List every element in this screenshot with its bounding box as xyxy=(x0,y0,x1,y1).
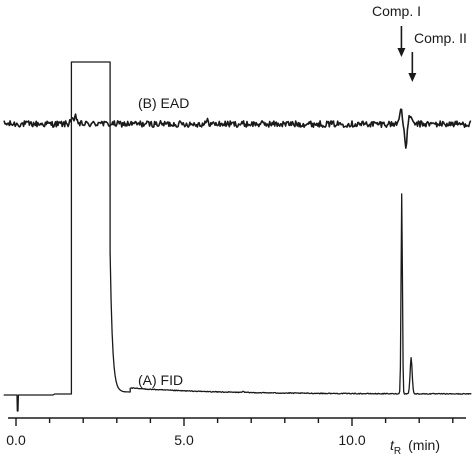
labels-group: (B) EAD (A) FID Comp. I Comp. II xyxy=(138,3,467,388)
traces-group xyxy=(3,61,472,412)
x-axis: 0.0 5.0 10.0 tR (min) xyxy=(6,417,466,457)
x-axis-subscript: R xyxy=(394,446,401,457)
x-axis-unit: (min) xyxy=(408,437,440,453)
fid-label: (A) FID xyxy=(138,372,183,388)
comp-ii-arrow-head xyxy=(408,73,417,82)
comp-i-label: Comp. I xyxy=(372,3,421,19)
comp-ii-label: Comp. II xyxy=(414,30,467,46)
x-tick-label: 5.0 xyxy=(174,432,194,448)
x-tick-label: 10.0 xyxy=(338,432,365,448)
x-tick-label: 0.0 xyxy=(6,432,26,448)
fid-trace xyxy=(3,61,472,412)
x-axis-symbol: t xyxy=(390,437,395,453)
ead-label: (B) EAD xyxy=(138,95,189,111)
ead-trace xyxy=(3,108,472,149)
x-axis-title: tR (min) xyxy=(390,437,440,457)
comp-i-arrow-head xyxy=(397,48,406,57)
